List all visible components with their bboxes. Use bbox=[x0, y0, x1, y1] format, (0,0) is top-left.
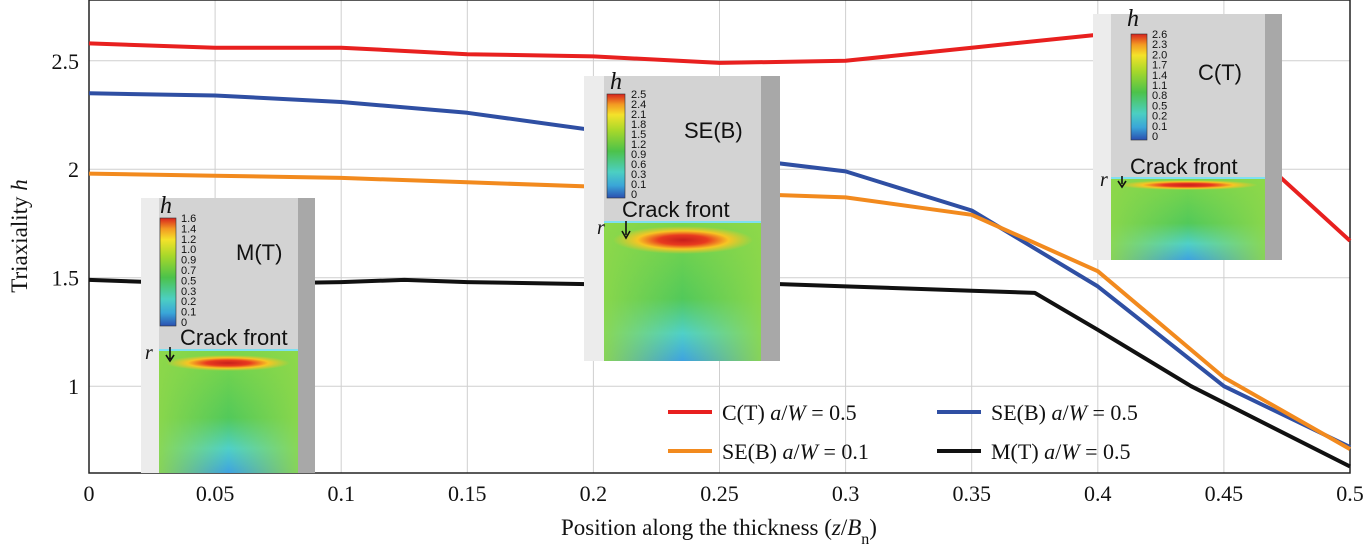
colorbar-tick-label: 0.6 bbox=[631, 159, 646, 171]
colorbar-tick-label: 0.1 bbox=[631, 179, 646, 191]
inset-mt-label: M(T) bbox=[236, 240, 282, 265]
inset-mt-colorbar-title: h bbox=[160, 193, 172, 219]
inset-seb-colorbar-title: h bbox=[610, 69, 622, 95]
inset-mt-r-label: r bbox=[145, 342, 153, 364]
colorbar-tick-label: 1.7 bbox=[1152, 60, 1167, 72]
colorbar-tick-label: 0 bbox=[631, 189, 637, 201]
colorbar-tick-label: 1.4 bbox=[181, 223, 196, 235]
x-tick-label: 0.35 bbox=[952, 481, 991, 506]
inset-ct-contour: 2.62.32.01.71.41.10.80.50.20.10 h C(T) C… bbox=[1093, 6, 1282, 260]
x-tick-label: 0.5 bbox=[1336, 481, 1364, 506]
colorbar-tick-label: 0.5 bbox=[181, 275, 196, 287]
colorbar-tick-label: 2.5 bbox=[631, 89, 646, 101]
colorbar-tick-label: 2.6 bbox=[1152, 29, 1167, 41]
legend-entry: M(T) a/W = 0.5 bbox=[991, 439, 1131, 464]
colorbar-tick-label: 1.6 bbox=[181, 213, 196, 225]
colorbar-tick-label: 1.5 bbox=[631, 129, 646, 141]
colorbar-tick-label: 0.8 bbox=[1152, 90, 1167, 102]
colorbar-tick-label: 0 bbox=[181, 317, 187, 329]
colorbar-tick-label: 0.9 bbox=[631, 149, 646, 161]
inset-mt-crack-label: Crack front bbox=[180, 325, 288, 350]
inset-ct-label: C(T) bbox=[1198, 60, 1242, 85]
legend-entry: C(T) a/W = 0.5 bbox=[722, 400, 857, 425]
colorbar-tick-label: 0.9 bbox=[181, 255, 196, 267]
x-tick-label: 0.4 bbox=[1084, 481, 1112, 506]
y-axis-label: Triaxiality h bbox=[7, 179, 32, 293]
inset-ct-arrow bbox=[1117, 176, 1127, 189]
inset-seb-label: SE(B) bbox=[684, 118, 743, 143]
x-tick-label: 0.1 bbox=[327, 481, 355, 506]
colorbar-tick-label: 0.5 bbox=[1152, 100, 1167, 112]
colorbar-tick-label: 0.7 bbox=[181, 265, 196, 277]
colorbar-tick-label: 0.2 bbox=[181, 296, 196, 308]
colorbar-tick-label: 0 bbox=[1152, 131, 1158, 143]
x-axis-label: Position along the thickness (z/Bn) bbox=[561, 515, 877, 548]
x-tick-label: 0.05 bbox=[196, 481, 235, 506]
colorbar-tick-label: 1.2 bbox=[631, 139, 646, 151]
inset-seb-crack-label: Crack front bbox=[622, 197, 730, 222]
x-tick-label: 0.3 bbox=[832, 481, 860, 506]
colorbar-tick-label: 1.0 bbox=[181, 244, 196, 256]
colorbar-tick-label: 0.1 bbox=[1152, 121, 1167, 133]
x-tick-label: 0.25 bbox=[700, 481, 739, 506]
colorbar-tick-label: 0.1 bbox=[181, 307, 196, 319]
colorbar-tick-label: 1.1 bbox=[1152, 80, 1167, 92]
legend-entry: SE(B) a/W = 0.1 bbox=[722, 439, 869, 464]
colorbar-tick-label: 2.1 bbox=[631, 109, 646, 121]
legend: C(T) a/W = 0.5 SE(B) a/W = 0.5 SE(B) a/W =… bbox=[668, 400, 1138, 464]
y-tick-labels: 1 1.5 2 2.5 bbox=[52, 49, 80, 399]
colorbar-tick-label: 1.8 bbox=[631, 119, 646, 131]
colorbar-tick-label: 1.4 bbox=[1152, 70, 1167, 82]
y-tick-label: 1 bbox=[68, 374, 79, 399]
colorbar-tick-label: 2.4 bbox=[631, 99, 646, 111]
x-tick-label: 0.15 bbox=[448, 481, 487, 506]
y-tick-label: 2 bbox=[68, 157, 79, 182]
y-tick-label: 2.5 bbox=[52, 49, 80, 74]
inset-ct-r-label: r bbox=[1100, 169, 1108, 191]
inset-seb-contour: 2.52.42.11.81.51.20.90.60.30.10 h SE(B) … bbox=[584, 69, 780, 361]
colorbar-tick-label: 0.2 bbox=[1152, 111, 1167, 123]
inset-mt-contour: 1.61.41.21.00.90.70.50.30.20.10 h M(T) C… bbox=[141, 193, 315, 473]
legend-entry: SE(B) a/W = 0.5 bbox=[991, 400, 1138, 425]
colorbar-tick-label: 1.2 bbox=[181, 234, 196, 246]
colorbar-tick-label: 0.3 bbox=[631, 169, 646, 181]
plot-frame bbox=[88, 0, 1351, 474]
inset-mt-arrow bbox=[165, 347, 175, 363]
x-tick-labels: 0 0.05 0.1 0.15 0.2 0.25 0.3 0.35 0.4 0.45 0.5 bbox=[84, 481, 1364, 506]
inset-ct-crack-label: Crack front bbox=[1130, 154, 1238, 179]
x-tick-label: 0.2 bbox=[580, 481, 608, 506]
y-tick-label: 1.5 bbox=[52, 266, 80, 291]
colorbar-tick-label: 0.3 bbox=[181, 286, 196, 298]
x-tick-label: 0 bbox=[84, 481, 95, 506]
inset-ct-colorbar-title: h bbox=[1127, 6, 1139, 32]
inset-seb-r-label: r bbox=[597, 217, 605, 239]
inset-seb-arrow bbox=[621, 221, 631, 240]
x-tick-label: 0.45 bbox=[1205, 481, 1244, 506]
colorbar-tick-label: 2.0 bbox=[1152, 49, 1167, 61]
colorbar-tick-label: 2.3 bbox=[1152, 39, 1167, 51]
